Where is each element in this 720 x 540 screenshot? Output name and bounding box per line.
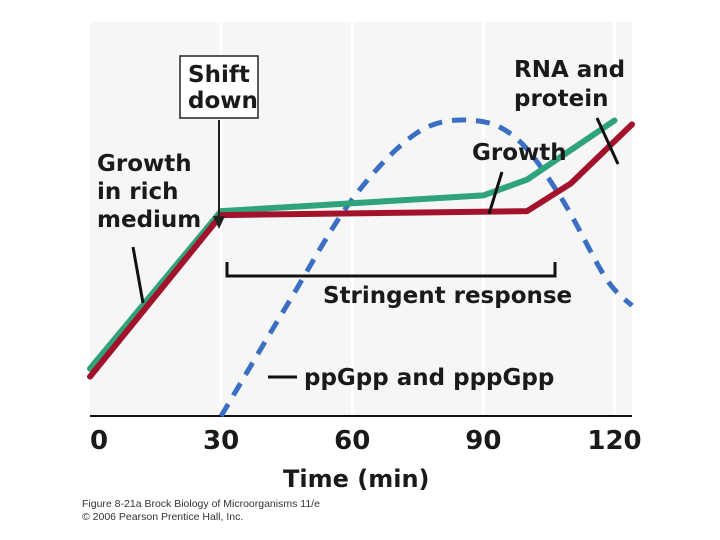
rna-protein-label-line2: protein (514, 86, 608, 112)
x-tick-labels: 0 30 60 90 120 (90, 426, 642, 456)
stringent-bracket (225, 262, 557, 278)
shift-down-label-line2: down (188, 88, 258, 114)
x-tick-label: 90 (465, 426, 501, 456)
series-line-rna-and-protein (87, 121, 635, 380)
shift-down-label-line1: Shift (188, 62, 250, 88)
growth-rich-pointer (131, 246, 145, 304)
series-line-ppgpp-and-pppgpp (218, 117, 634, 418)
figure-credit-line2: © 2006 Pearson Prentice Hall, Inc. (82, 511, 244, 523)
x-tick-label: 120 (587, 426, 641, 456)
x-axis-title: Time (min) (283, 465, 430, 493)
x-tick-label: 60 (334, 426, 370, 456)
shift-down-arrow-head (213, 216, 225, 229)
growth-label: Growth (472, 140, 567, 166)
growth-rich-label-line1: Growth (97, 151, 192, 177)
series-line-growth (87, 117, 618, 372)
rna-protein-pointer (595, 117, 620, 165)
rna-protein-label-line1: RNA and (514, 57, 625, 83)
x-tick-label: 0 (90, 426, 108, 456)
figure-credit-line1: Figure 8-21a Brock Biology of Microorgan… (82, 498, 320, 510)
ppgpp-label: ppGpp and pppGpp (304, 365, 554, 391)
growth-pointer (487, 171, 504, 215)
stringent-label: Stringent response (323, 283, 572, 309)
growth-rich-label-line2: in rich (97, 179, 179, 205)
x-tick-label: 30 (203, 426, 239, 456)
series-layer (87, 117, 635, 418)
growth-rich-label-line3: medium (97, 207, 201, 233)
shift-down-box (179, 55, 259, 119)
